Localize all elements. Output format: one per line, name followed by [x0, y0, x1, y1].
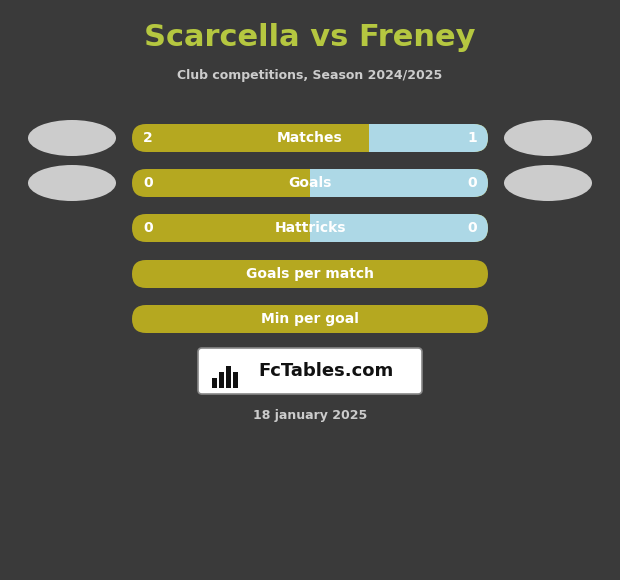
Text: 18 january 2025: 18 january 2025: [253, 408, 367, 422]
Ellipse shape: [504, 120, 592, 156]
Text: Min per goal: Min per goal: [261, 312, 359, 326]
Text: 0: 0: [467, 221, 477, 235]
FancyBboxPatch shape: [310, 169, 488, 197]
Bar: [296, 214, 310, 242]
Bar: [310, 169, 324, 197]
FancyBboxPatch shape: [132, 214, 488, 242]
Bar: [310, 214, 324, 242]
Text: Scarcella vs Freney: Scarcella vs Freney: [144, 24, 476, 53]
FancyBboxPatch shape: [132, 260, 488, 288]
Bar: [219, 372, 224, 388]
Text: Hattricks: Hattricks: [274, 221, 346, 235]
Bar: [370, 124, 383, 152]
Bar: [296, 169, 310, 197]
Ellipse shape: [504, 165, 592, 201]
Text: 2: 2: [143, 131, 153, 145]
Text: 0: 0: [143, 176, 153, 190]
Text: Goals per match: Goals per match: [246, 267, 374, 281]
Bar: [233, 372, 238, 388]
Ellipse shape: [28, 120, 116, 156]
Text: 0: 0: [467, 176, 477, 190]
Bar: [355, 124, 370, 152]
Ellipse shape: [28, 165, 116, 201]
FancyBboxPatch shape: [370, 124, 488, 152]
FancyBboxPatch shape: [132, 169, 488, 197]
FancyBboxPatch shape: [198, 348, 422, 394]
Bar: [212, 378, 217, 388]
FancyBboxPatch shape: [132, 124, 488, 152]
Text: Club competitions, Season 2024/2025: Club competitions, Season 2024/2025: [177, 68, 443, 82]
Bar: [226, 366, 231, 388]
Text: 1: 1: [467, 131, 477, 145]
Text: 0: 0: [143, 221, 153, 235]
Text: Matches: Matches: [277, 131, 343, 145]
Text: FcTables.com: FcTables.com: [259, 362, 394, 380]
Text: Goals: Goals: [288, 176, 332, 190]
FancyBboxPatch shape: [310, 214, 488, 242]
FancyBboxPatch shape: [132, 305, 488, 333]
